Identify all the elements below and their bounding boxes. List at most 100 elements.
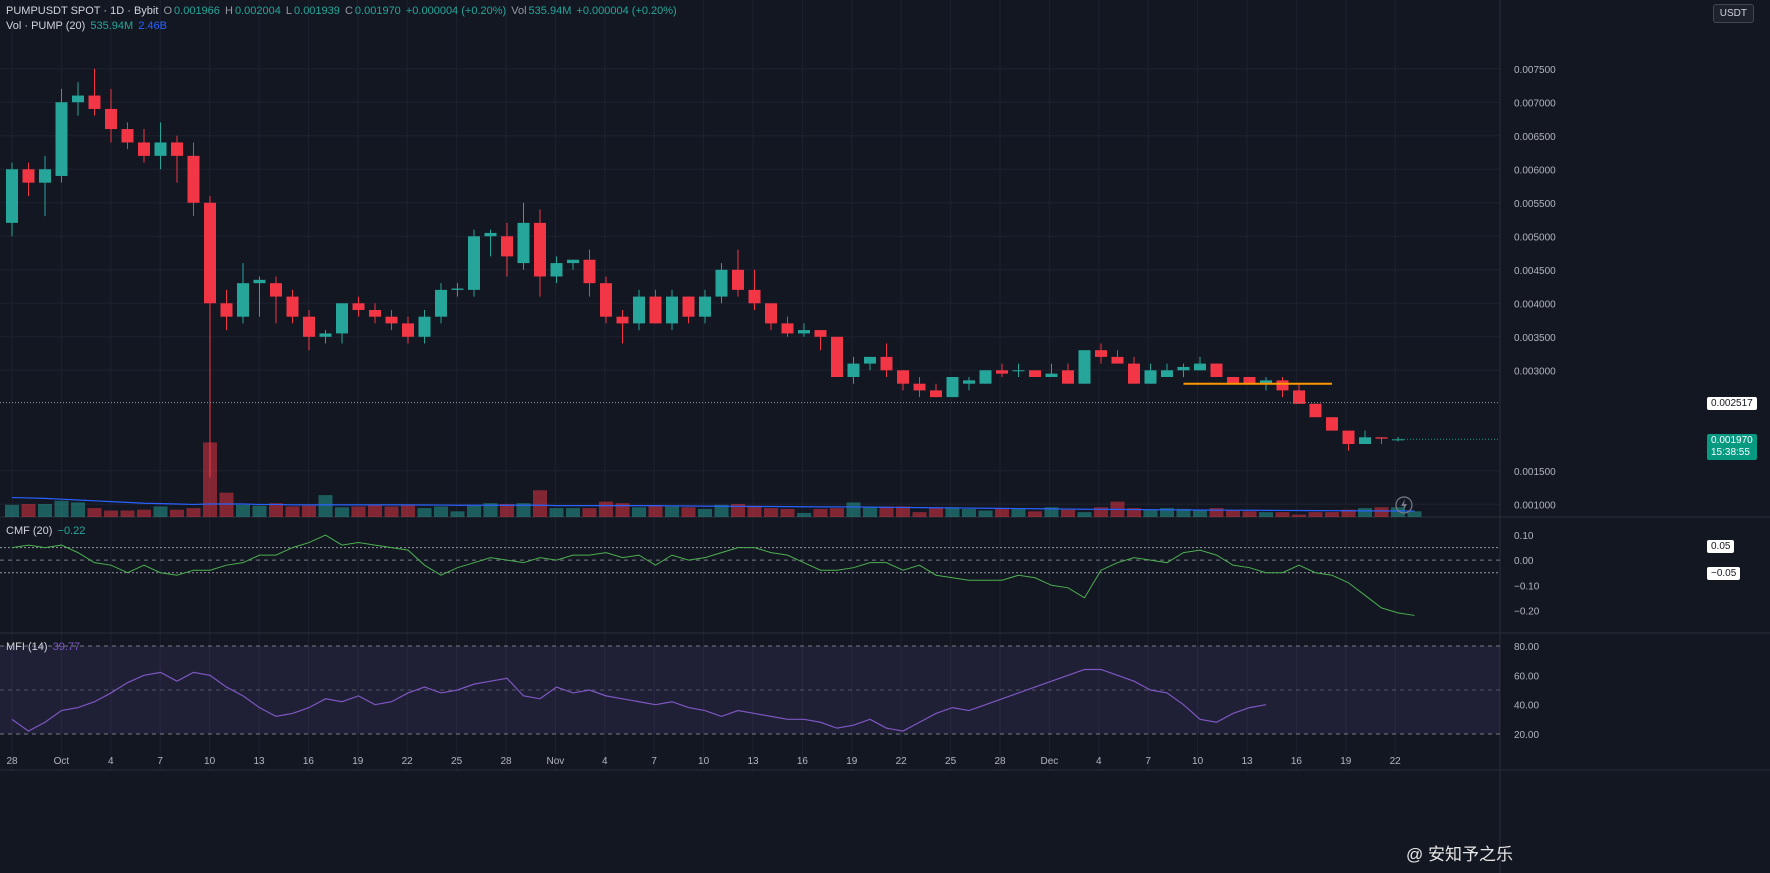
price-axis-tick: 0.004500 [1514,266,1556,277]
candle-body [517,222,530,264]
time-axis-tick: 28 [500,756,512,767]
volume-bar [599,501,613,517]
candle-body [1095,350,1107,357]
candle-body [600,283,612,317]
candle-body [121,129,134,143]
candle-body [666,296,678,324]
volume-bar [830,508,844,517]
candle-body [303,316,315,337]
volume-bar [863,507,877,517]
dotted-level-tag: 0.002517 [1707,397,1757,410]
candle-body [105,108,117,130]
candle-body [798,330,810,334]
candle-body [1375,437,1388,439]
price-axis-tick: 0.006000 [1514,165,1556,176]
volume-bar [417,508,432,517]
time-axis-tick: 22 [402,756,414,767]
candle-body [1045,373,1058,377]
candle-body [765,303,777,324]
time-axis-tick: 19 [352,756,364,767]
volume-bar [665,506,679,517]
volume-bar [1325,512,1339,517]
candle-body [1161,370,1173,377]
candle-body [1144,370,1157,384]
candle-body [1012,370,1025,372]
volume-bar [1259,512,1273,517]
candle-body [633,296,645,324]
cmf-axis-tick: 0.00 [1514,556,1534,567]
mfi-axis-tick: 20.00 [1514,730,1539,741]
candle-body [1078,350,1091,384]
time-axis-tick: 25 [451,756,463,767]
candle-body [22,169,35,183]
volume-bar [1094,507,1108,517]
candle-body [1194,363,1206,371]
candle-body [946,376,959,398]
volume-bar [912,512,927,517]
volume-bar [1358,508,1372,517]
volume-bar [747,505,762,517]
volume-indicator-value: 535.94M [90,20,134,32]
candle-body [336,303,348,334]
mfi-axis-tick: 80.00 [1514,642,1539,653]
candle-body [1111,356,1124,364]
candle-body [501,236,513,257]
candle-body [1128,363,1140,384]
mfi-legend: MFI (14) 39.77 [6,641,82,653]
time-axis-tick: 7 [651,756,657,767]
candle-body [583,259,596,284]
cmf-label[interactable]: CMF (20) [6,525,53,537]
cmf-legend: CMF (20) −0.22 [6,525,87,537]
price-axis-tick: 0.003000 [1514,366,1556,377]
currency-button[interactable]: USDT [1712,4,1754,23]
volume-bar [335,507,349,517]
volume-bar [1242,511,1257,517]
volume-bar [714,504,729,517]
volume-bar [302,505,316,517]
candle-body [1227,376,1239,384]
time-axis-tick: 10 [698,756,710,767]
volume-bar [846,502,861,517]
volume-bar [879,506,894,517]
volume-bar [54,500,69,517]
volume-bar [681,507,696,517]
volume-indicator-label[interactable]: Vol · PUMP (20) [6,20,86,32]
volume-bar [170,509,184,517]
volume-bar [945,507,960,517]
time-axis-tick: 10 [204,756,216,767]
candle-body [1309,403,1322,418]
cmf-axis-tick: 0.10 [1514,531,1534,542]
mfi-label[interactable]: MFI (14) [6,641,48,653]
time-axis-tick: 16 [303,756,315,767]
symbol-legend: PUMPUSDT SPOT · 1D · Bybit O 0.001966 H 0.… [6,5,679,17]
candles [6,68,1404,478]
price-axis-tick: 0.003500 [1514,333,1556,344]
time-axis-tick: 28 [6,756,18,767]
volume-bar [1341,509,1356,517]
volume-bar [269,503,283,517]
candle-body [369,309,381,317]
volume-bar [318,495,333,517]
volume-bar [1407,511,1422,517]
time-axis-tick: 19 [846,756,858,767]
candle-body [1342,430,1355,445]
volume-bar [434,506,448,517]
volume-bar [1160,508,1174,517]
candle-body [220,303,233,317]
candle-body [1243,376,1256,384]
last-price: 0.001970 [1711,435,1753,446]
time-axis-tick: Nov [547,756,565,767]
volume-bar [1292,514,1306,517]
symbol-title[interactable]: PUMPUSDT SPOT · 1D · Bybit [6,5,159,17]
candle-body [187,155,200,203]
volume-bar [648,505,663,517]
candle-body [204,202,216,304]
time-axis-tick: Dec [1041,756,1059,767]
volume-bar [153,506,168,517]
volume-bar [203,442,217,517]
candle-body [451,288,464,290]
volume-bar [1143,509,1158,517]
cmf-axis-tick: −0.10 [1514,581,1540,592]
volume-bar [1226,510,1240,517]
